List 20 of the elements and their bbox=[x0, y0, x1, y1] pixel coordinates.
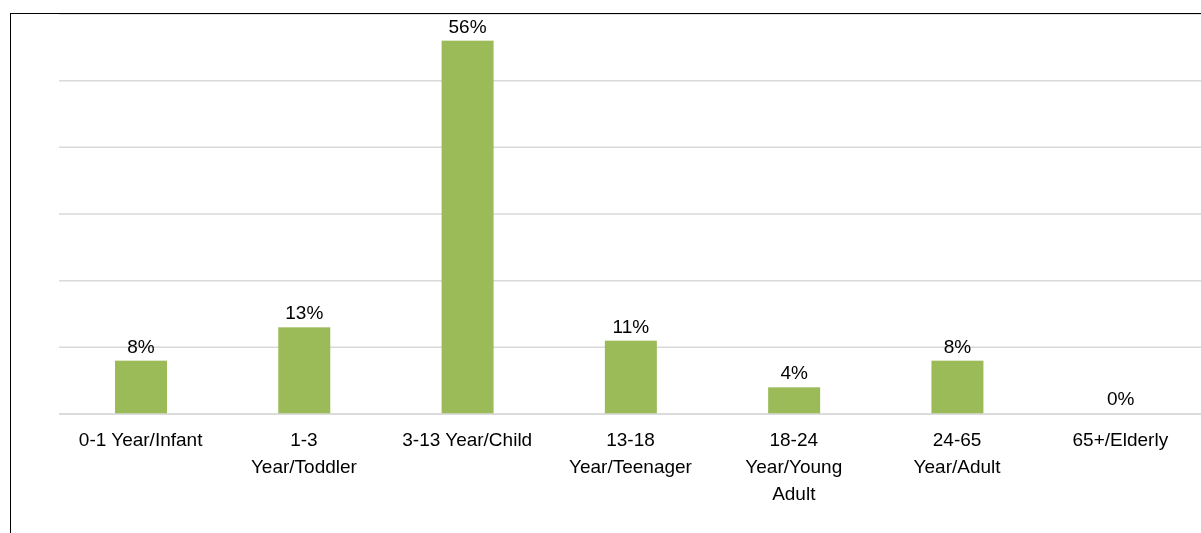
data-label: 0% bbox=[1106, 388, 1135, 409]
bar bbox=[931, 360, 984, 414]
bar bbox=[441, 40, 494, 414]
data-label: 56% bbox=[448, 15, 487, 37]
bar bbox=[604, 340, 657, 414]
x-tick-label: 65+/Elderly bbox=[1072, 429, 1169, 450]
bar bbox=[278, 327, 331, 414]
x-tick-label: 24-65 Year/Adult bbox=[913, 429, 1002, 477]
x-tick-label: 13-18 Year/Teenager bbox=[569, 429, 693, 477]
x-tick-label: 1-3 Year/Toddler bbox=[250, 429, 358, 477]
bar bbox=[768, 387, 821, 414]
data-label: 8% bbox=[943, 335, 972, 357]
bar bbox=[115, 360, 167, 414]
data-label: 8% bbox=[127, 335, 155, 357]
x-tick-label: 0-1 Year/Infant bbox=[78, 429, 204, 450]
x-tick-label: 18-24 Year/Young Adult bbox=[745, 429, 843, 504]
data-label: 13% bbox=[285, 302, 324, 324]
x-tick-label: 3-13 Year/Child bbox=[402, 429, 533, 450]
data-label: 11% bbox=[612, 315, 650, 337]
data-label: 4% bbox=[780, 362, 808, 384]
